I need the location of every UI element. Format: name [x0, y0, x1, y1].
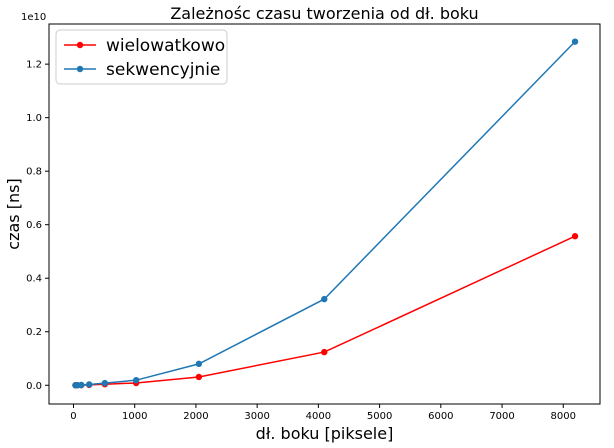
legend-label: wielowatkowo — [106, 36, 225, 56]
data-point-sekwencyjnie — [101, 379, 109, 387]
y-tick-label: 1.0 — [26, 113, 42, 124]
y-tick-label: 1.2 — [26, 60, 42, 71]
data-point-sekwencyjnie — [78, 381, 85, 389]
series-sekwencyjnie — [72, 38, 579, 389]
x-axis: 0 1000 2000 3000 4000 5000 6000 7000 8000 — [70, 404, 576, 422]
legend-box — [55, 29, 228, 85]
data-point-sekwencyjnie — [321, 295, 328, 303]
x-tick-label: 8000 — [551, 411, 576, 422]
y-axis-title: czas [ns] — [4, 178, 23, 249]
y-tick-label: 0.0 — [26, 381, 42, 392]
legend-marker — [76, 41, 84, 49]
x-tick-label: 5000 — [367, 411, 392, 422]
legend-marker — [76, 65, 84, 73]
legend: wielowatkowo sekwencyjnie — [55, 29, 228, 85]
y-tick-label: 0.6 — [26, 220, 42, 231]
data-point-sekwencyjnie — [195, 360, 203, 368]
y-tick-label: 0.2 — [26, 327, 42, 338]
x-tick-label: 7000 — [489, 411, 514, 422]
x-axis-title: dł. boku [piksele] — [256, 424, 394, 443]
y-axis: 0.0 0.2 0.4 0.6 0.8 1.0 1.2 — [26, 60, 49, 392]
data-point-wielowatkowo — [195, 373, 203, 381]
x-tick-label: 3000 — [244, 411, 269, 422]
data-point-sekwencyjnie — [85, 381, 93, 388]
data-point-sekwencyjnie — [571, 38, 579, 45]
x-tick-label: 6000 — [428, 411, 453, 422]
data-point-sekwencyjnie — [132, 376, 140, 384]
x-tick-label: 0 — [70, 411, 76, 422]
chart-title: Zależnośc czasu tworzenia od dł. boku — [170, 4, 478, 23]
x-tick-label: 4000 — [306, 411, 331, 422]
x-tick-label: 2000 — [183, 411, 208, 422]
legend-label: sekwencyjnie — [106, 60, 220, 80]
y-tick-label: 0.4 — [26, 274, 42, 285]
y-tick-label: 0.8 — [26, 167, 42, 178]
plot-area — [48, 23, 601, 405]
x-tick-label: 1000 — [122, 411, 147, 422]
series-layer — [72, 38, 579, 389]
data-point-wielowatkowo — [571, 233, 579, 240]
y-axis-offset-label: 1e10 — [21, 12, 46, 23]
data-point-wielowatkowo — [321, 348, 328, 356]
